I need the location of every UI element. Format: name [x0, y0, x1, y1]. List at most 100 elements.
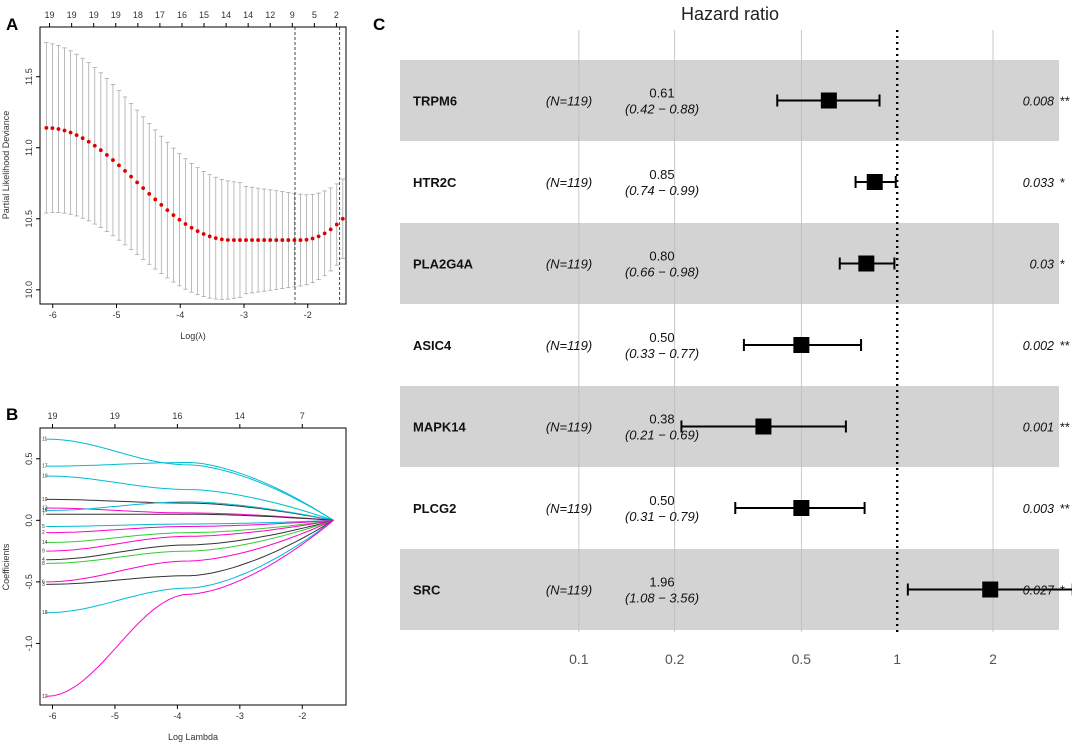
panel-letter-c: C [373, 15, 385, 34]
forest-significance-stars: * [1060, 584, 1065, 598]
forest-gene-label: PLCG2 [413, 501, 456, 516]
panel-a-point [123, 169, 127, 173]
panel-b-coef-line [46, 519, 334, 527]
forest-ci-label: (0.21 − 0.69) [625, 428, 699, 443]
panel-a-point [153, 197, 158, 202]
panel-b-series-label: 10 [42, 474, 48, 480]
panel-a-point [201, 232, 206, 236]
forest-hr-marker [982, 581, 999, 598]
forest-gene-label: TRPM6 [413, 94, 457, 109]
panel-a-top-count: 9 [290, 10, 295, 20]
panel-a-top-count: 18 [133, 10, 143, 20]
panel-a-point [195, 229, 200, 234]
panel-a-point [292, 238, 297, 242]
panel-a-point [304, 237, 309, 242]
forest-hr-marker [820, 92, 837, 109]
panel-b-series-label: 16 [42, 508, 48, 514]
panel-a-point [98, 148, 103, 153]
forest-hr-label: 0.50 [649, 330, 674, 345]
forest-p-value: 0.002 [1023, 339, 1054, 353]
panel-b-coef-line [46, 507, 334, 521]
panel-b-series-label: 18 [42, 610, 48, 616]
panel-a-xlabel: Log(λ) [180, 331, 206, 341]
panel-b-frame [39, 427, 347, 706]
panel-b-chart: Log Lambda Coefficients -6 -5 -4 -3 -2 -1.0 -0… [1, 411, 347, 742]
panel-a-xtick-label: -6 [49, 310, 57, 320]
forest-significance-stars: ** [1060, 95, 1070, 109]
panel-a-point [135, 180, 140, 185]
panel-a-point [262, 238, 267, 242]
forest-hr-marker [793, 500, 810, 516]
panel-b-coef-line [46, 519, 334, 585]
panel-a-point [44, 125, 49, 130]
panel-a-top-count: 19 [45, 10, 55, 20]
panel-b-series-label: 19 [42, 497, 48, 503]
panel-a-point [159, 203, 164, 207]
panel-b-series-label: 6 [42, 579, 45, 585]
panel-a-ytick-label: 11.0 [24, 139, 34, 156]
panel-a-top-count: 19 [67, 10, 77, 20]
panel-b-coef-line [46, 519, 334, 543]
panel-b-top-count: 14 [235, 411, 245, 421]
forest-hr-label: 0.38 [649, 412, 674, 427]
forest-n-label: (N=119) [546, 420, 592, 435]
forest-gene-label: MAPK14 [413, 420, 467, 435]
panel-a-point [286, 238, 291, 242]
panel-a-top-count: 15 [199, 10, 209, 20]
panel-a-point [141, 186, 146, 191]
panel-b-xlabel: Log Lambda [168, 732, 218, 742]
forest-ci-label: (0.66 − 0.98) [625, 265, 699, 280]
panel-b-coef-line [46, 475, 334, 521]
forest-hr-marker [858, 255, 875, 272]
forest-hr-marker [866, 174, 883, 190]
forest-p-value: 0.001 [1023, 421, 1054, 435]
forest-ci-label: (1.08 − 3.56) [625, 591, 699, 606]
panel-b-xtick-label: -6 [48, 711, 56, 721]
forest-significance-stars: ** [1060, 339, 1070, 353]
forest-gene-label: ASIC4 [413, 338, 452, 353]
panel-b-xtick-label: -5 [111, 711, 119, 721]
panel-a-point [183, 222, 188, 226]
forest-hr-label: 0.61 [649, 86, 674, 101]
panel-a-point [250, 238, 254, 242]
panel-a-point [165, 208, 170, 213]
panel-a-point [280, 238, 285, 242]
panel-a-point [50, 126, 55, 131]
panel-a-point [340, 216, 345, 221]
panel-a-frame [39, 26, 347, 305]
panel-a-point [111, 158, 115, 162]
panel-b-top-count: 19 [47, 411, 57, 421]
panel-letter-b: B [6, 405, 18, 424]
forest-gene-label: PLA2G4A [413, 257, 474, 272]
panel-b-xtick-label: -2 [298, 711, 306, 721]
forest-p-value: 0.03 [1030, 258, 1054, 272]
panel-letter-a: A [6, 15, 18, 34]
panel-b-coef-line [46, 519, 334, 583]
forest-ci-label: (0.31 − 0.79) [625, 509, 699, 524]
panel-a-point [117, 163, 121, 168]
forest-xtick-label: 0.5 [792, 651, 812, 667]
panel-b-coef-line [46, 462, 334, 521]
panel-b-coef-line [46, 519, 334, 564]
panel-a-ytick-label: 10.0 [24, 281, 34, 299]
panel-a-top-count: 5 [312, 10, 317, 20]
forest-n-label: (N=119) [546, 583, 592, 598]
forest-significance-stars: ** [1060, 502, 1070, 516]
panel-a-point [328, 227, 333, 232]
panel-a-point [219, 237, 224, 242]
forest-n-label: (N=119) [546, 501, 592, 516]
panel-a-xtick-label: -3 [240, 310, 248, 320]
panel-b-ytick-label: 0.5 [24, 453, 34, 466]
panel-a-ytick-label: 10.5 [24, 210, 34, 228]
panel-b-coef-line [46, 438, 334, 521]
panel-a-point [256, 238, 261, 242]
panel-b-ytick-label: -1.0 [24, 636, 34, 652]
panel-a-point [189, 225, 194, 230]
panel-a-xtick-label: -5 [112, 310, 120, 320]
forest-p-value: 0.033 [1023, 176, 1054, 190]
panel-a-point [129, 174, 133, 179]
forest-significance-stars: * [1060, 176, 1065, 190]
panel-c-forest-plot: Hazard ratio 0.1 0.2 0.5 1 2 TRPM6 (N=119) 0.61… [400, 4, 1072, 667]
